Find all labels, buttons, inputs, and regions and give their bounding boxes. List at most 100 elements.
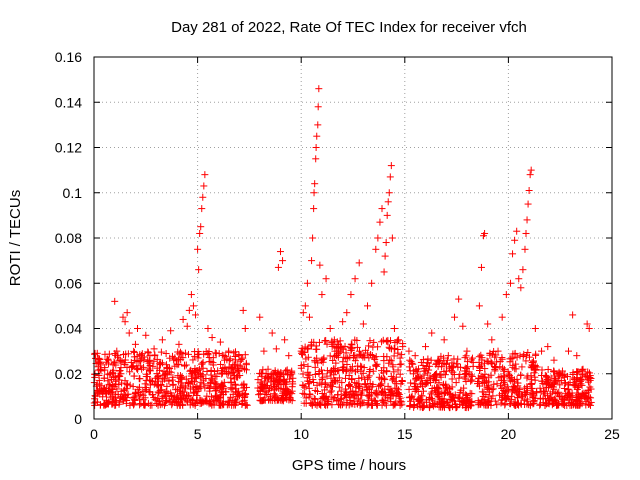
data-point	[333, 344, 341, 352]
data-point	[203, 392, 211, 400]
data-point	[175, 340, 183, 348]
data-point	[428, 329, 436, 337]
data-point	[544, 343, 552, 351]
data-point	[391, 384, 399, 392]
data-point	[192, 311, 200, 319]
data-point	[430, 400, 438, 408]
data-point	[277, 394, 285, 402]
data-point	[301, 302, 309, 310]
x-tick-label: 10	[293, 426, 309, 442]
data-point	[517, 284, 525, 292]
data-point	[346, 365, 354, 373]
data-point	[391, 401, 399, 409]
data-point	[310, 394, 318, 402]
data-point	[91, 370, 99, 378]
data-point	[506, 400, 514, 408]
data-point	[539, 377, 547, 385]
data-point	[380, 374, 388, 382]
data-point	[312, 155, 320, 163]
data-point	[319, 358, 327, 366]
data-point	[276, 376, 284, 384]
data-point	[343, 366, 351, 374]
data-point	[338, 379, 346, 387]
data-point	[124, 390, 132, 398]
data-point	[327, 374, 335, 382]
data-point	[212, 385, 220, 393]
data-point	[261, 390, 269, 398]
data-point	[506, 355, 514, 363]
data-point	[528, 380, 536, 388]
data-point	[488, 336, 496, 344]
data-point	[146, 356, 154, 364]
data-point	[299, 370, 307, 378]
data-point	[304, 362, 312, 370]
data-point	[451, 391, 459, 399]
data-point	[464, 395, 472, 403]
data-point	[524, 349, 532, 357]
data-point	[370, 338, 378, 346]
data-point	[501, 373, 509, 381]
data-point	[432, 376, 440, 384]
data-point	[386, 386, 394, 394]
data-point	[568, 396, 576, 404]
data-point	[388, 345, 396, 353]
data-point	[406, 403, 414, 411]
data-point	[280, 388, 288, 396]
data-point	[207, 378, 215, 386]
data-point	[178, 350, 186, 358]
data-point	[120, 351, 128, 359]
data-point	[585, 325, 593, 332]
data-point	[168, 352, 176, 360]
data-point	[585, 400, 593, 408]
data-point	[516, 352, 524, 360]
data-point	[209, 354, 217, 362]
data-point	[298, 344, 306, 352]
data-point	[538, 366, 546, 374]
data-point	[524, 200, 532, 208]
data-point	[299, 382, 307, 390]
data-point	[172, 386, 180, 394]
data-point	[505, 372, 513, 380]
data-point	[317, 357, 325, 365]
data-point	[195, 266, 203, 274]
data-point	[424, 369, 432, 377]
data-point	[390, 352, 398, 360]
data-point	[198, 205, 206, 213]
data-point	[121, 386, 129, 394]
data-point	[331, 368, 339, 376]
data-point	[237, 356, 245, 364]
data-point	[368, 279, 376, 287]
data-point	[523, 400, 531, 408]
data-point	[421, 381, 429, 389]
data-point	[282, 380, 290, 388]
data-point	[142, 376, 150, 384]
data-point	[187, 366, 195, 374]
data-point	[189, 400, 197, 408]
data-point	[202, 375, 210, 383]
y-tick-label: 0.02	[55, 366, 82, 382]
data-point	[425, 395, 433, 403]
data-point	[310, 205, 318, 213]
data-point	[460, 398, 468, 406]
data-point	[282, 386, 290, 394]
data-point	[256, 396, 264, 404]
data-point	[216, 383, 224, 391]
y-tick-label: 0.08	[55, 230, 82, 246]
data-point	[174, 348, 182, 356]
data-point	[262, 374, 270, 382]
data-point	[536, 400, 544, 408]
data-point	[151, 351, 159, 359]
data-point	[509, 250, 517, 258]
data-point	[341, 390, 349, 398]
data-point	[207, 393, 215, 401]
data-point	[185, 350, 193, 358]
data-point	[271, 367, 279, 375]
data-point	[93, 390, 101, 398]
data-point	[485, 382, 493, 390]
data-point	[459, 399, 467, 407]
data-point	[514, 399, 522, 407]
data-point	[584, 368, 592, 376]
data-point	[378, 338, 386, 346]
data-point	[455, 393, 463, 401]
